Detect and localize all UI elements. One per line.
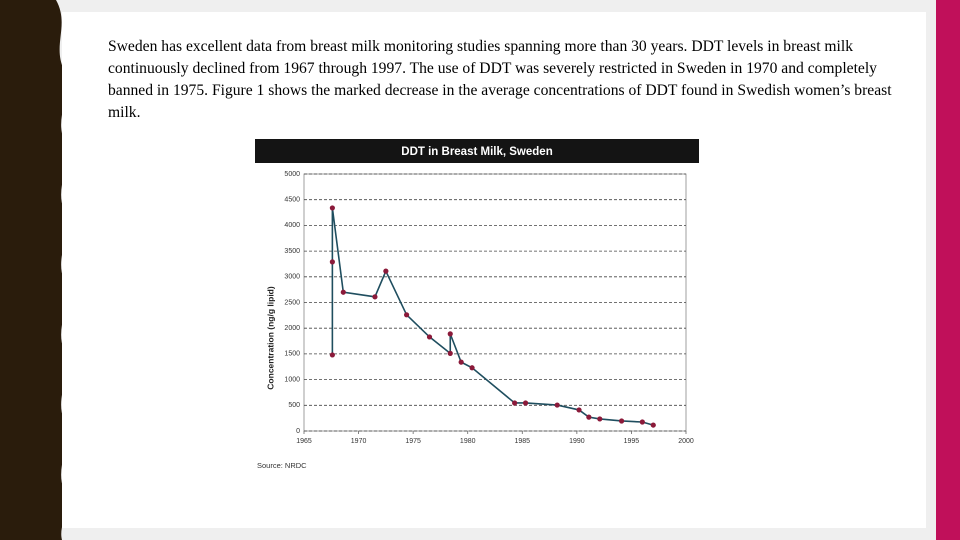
x-tick-label: 2000 (678, 438, 694, 445)
data-point (447, 331, 453, 337)
chart-frame (255, 139, 699, 457)
data-point (403, 312, 410, 318)
data-point (458, 359, 464, 365)
x-tick-label: 1965 (296, 438, 312, 445)
data-point (329, 352, 335, 358)
y-tick-label: 1500 (284, 351, 300, 358)
data-point (383, 268, 389, 274)
y-tick-label: 1000 (284, 376, 300, 383)
data-point (447, 350, 453, 356)
y-tick-label: 4000 (284, 222, 300, 229)
y-tick-label: 2500 (284, 299, 300, 306)
source-note: Source: NRDC (257, 461, 307, 470)
x-tick-label: 1975 (405, 438, 421, 445)
data-point (639, 419, 645, 425)
y-tick-label: 5000 (284, 171, 300, 178)
x-tick-label: 1990 (569, 438, 585, 445)
x-tick-label: 1995 (624, 438, 640, 445)
data-point (426, 334, 433, 340)
left-strip (0, 0, 70, 540)
y-tick-label: 3500 (284, 248, 300, 255)
right-strip (936, 0, 960, 540)
data-point (329, 259, 335, 265)
data-point (522, 400, 529, 406)
title-bar (255, 139, 699, 163)
data-point (650, 422, 656, 428)
data-point (586, 414, 592, 420)
body-text: Sweden has excellent data from breast mi… (108, 38, 892, 121)
data-point (512, 400, 518, 406)
data-point (340, 289, 346, 295)
y-tick-label: 0 (296, 428, 300, 435)
data-point (619, 418, 625, 424)
x-tick-label: 1970 (351, 438, 367, 445)
x-tick-label: 1980 (460, 438, 476, 445)
data-point (576, 407, 582, 413)
data-point (597, 416, 603, 422)
chart: DDT in Breast Milk, Sweden Concentration… (255, 139, 699, 470)
y-tick-label: 4500 (284, 197, 300, 204)
y-tick-label: 500 (288, 402, 300, 409)
x-tick-label: 1985 (514, 438, 530, 445)
chart-title: DDT in Breast Milk, Sweden (401, 146, 552, 158)
data-point (554, 402, 560, 408)
y-tick-label: 3000 (284, 274, 300, 281)
data-point (329, 205, 335, 211)
data-point (469, 365, 475, 371)
y-tick-label: 2000 (284, 325, 300, 332)
y-axis-label: Concentration (ng/g lipid) (265, 286, 275, 390)
data-point (372, 294, 378, 300)
